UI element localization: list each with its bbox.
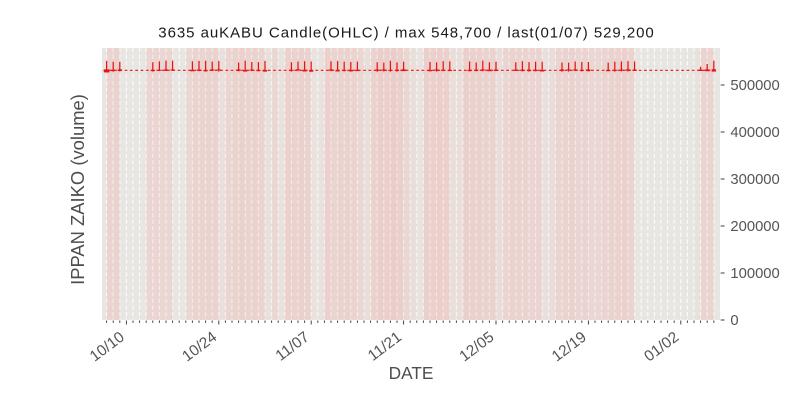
svg-text:DATE: DATE: [389, 363, 434, 383]
svg-text:3635 auKABU Candle(OHLC) / max: 3635 auKABU Candle(OHLC) / max 548,700 /…: [158, 25, 654, 42]
svg-text:300000: 300000: [730, 172, 779, 188]
svg-text:500000: 500000: [730, 78, 779, 94]
svg-text:0: 0: [730, 313, 738, 329]
svg-text:100000: 100000: [730, 266, 779, 282]
svg-text:IPPAN ZAIKO (volume): IPPAN ZAIKO (volume): [67, 94, 88, 285]
svg-text:400000: 400000: [730, 125, 779, 141]
svg-text:200000: 200000: [730, 219, 779, 235]
